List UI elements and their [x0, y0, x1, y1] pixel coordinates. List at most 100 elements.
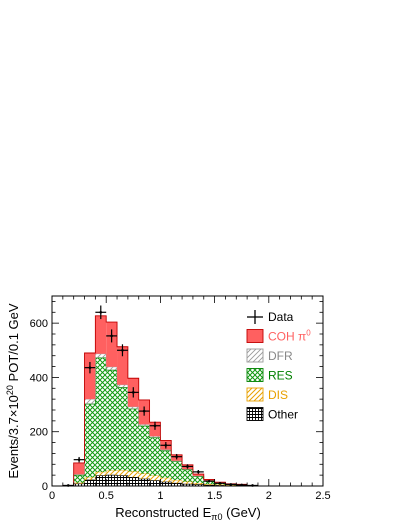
bar-res-bin-3	[95, 357, 107, 472]
bar-other-bin-11	[182, 484, 193, 486]
bar-dis-bin-8	[149, 475, 161, 481]
plot-frame	[51, 295, 324, 487]
x-tick-label: 0.5	[99, 490, 114, 502]
bar-dis-bin-2	[84, 477, 96, 481]
bar-res-bin-13	[203, 480, 215, 485]
y-tick-label: 600	[30, 318, 48, 330]
bar-coh-0-bin-5	[117, 346, 128, 385]
bar-other-bin-1	[73, 483, 85, 486]
bar-res-bin-2	[84, 404, 96, 478]
bar-coh-0-bin-2	[84, 353, 96, 400]
bar-dis-bin-1	[73, 482, 85, 484]
data-point-8	[149, 421, 161, 430]
bar-dis-bin-9	[160, 477, 172, 482]
bar-other-bin-6	[127, 477, 139, 486]
legend-entry-coh: COH π0	[246, 329, 311, 344]
bar-res-bin-11	[182, 469, 193, 482]
bar-other-bin-7	[138, 478, 150, 486]
bar-dfr-bin-4	[106, 366, 118, 371]
legend-label: Data	[268, 310, 294, 324]
bar-other-bin-12	[192, 484, 204, 486]
bar-dis-bin-12	[192, 483, 204, 485]
x-axis-title: Reconstructed Eπ0 (GeV)	[115, 505, 261, 522]
data-point-14	[214, 481, 226, 485]
bar-res-bin-12	[192, 476, 204, 484]
data-point-4	[106, 329, 118, 343]
data-point-9	[160, 442, 172, 449]
bar-res-bin-10	[171, 461, 183, 481]
x-tick-label: 1.5	[207, 490, 222, 502]
x-tick-label: 1	[157, 490, 163, 502]
bar-coh-0-bin-3	[95, 315, 107, 354]
y-tick-label: 0	[42, 481, 48, 493]
bar-res-bin-6	[127, 408, 139, 472]
bar-dis-bin-7	[138, 473, 150, 479]
bar-res-bin-1	[73, 475, 85, 483]
y-tick-label: 200	[30, 427, 48, 439]
bar-dis-bin-14	[214, 484, 226, 486]
bar-dis-bin-13	[203, 484, 215, 486]
data-point-3	[95, 305, 107, 320]
bar-dfr-bin-6	[127, 406, 139, 409]
bar-res-bin-8	[149, 437, 161, 476]
chart-legend: Data COH π0 DFR RES DIS Other	[246, 310, 311, 422]
bar-res-bin-9	[160, 450, 172, 478]
legend-label: RES	[268, 369, 293, 383]
bar-other-bin-5	[117, 475, 128, 486]
bar-other-bin-3	[95, 475, 107, 486]
bar-dfr-bin-9	[160, 449, 172, 451]
bar-dfr-bin-8	[149, 436, 161, 438]
bar-dis-bin-10	[171, 480, 183, 484]
legend-entry-res: RES	[246, 368, 293, 383]
bar-other-bin-2	[84, 480, 96, 486]
data-point-7	[138, 406, 150, 416]
bar-dfr-bin-5	[117, 384, 128, 388]
data-point-13	[203, 479, 215, 483]
data-point-1	[73, 456, 85, 463]
bar-other-bin-8	[149, 480, 161, 486]
y-axis-title: Events/3.7×1020 POT/0.1 GeV	[5, 303, 21, 478]
bar-other-bin-10	[171, 483, 183, 486]
bar-dfr-bin-1	[73, 474, 85, 476]
data-point-10	[171, 453, 183, 460]
bar-dis-bin-5	[117, 470, 128, 476]
x-tick-label: 0	[49, 490, 55, 502]
bar-dfr-bin-7	[138, 424, 150, 427]
bar-dis-bin-11	[182, 481, 193, 485]
bar-dis-bin-3	[95, 471, 107, 476]
bar-other-bin-9	[160, 481, 172, 486]
data-point-2	[84, 361, 96, 374]
legend-label: DFR	[268, 349, 293, 363]
legend-label: Other	[268, 408, 298, 422]
x-tick-label: 2	[266, 490, 272, 502]
bar-coh-0-bin-4	[106, 322, 118, 367]
legend-entry-other: Other	[246, 407, 298, 422]
stacked-histogram	[62, 315, 269, 487]
bar-dfr-bin-3	[95, 353, 107, 358]
bar-other-bin-4	[106, 475, 118, 486]
y-tick-label: 400	[30, 372, 48, 384]
bar-dfr-bin-2	[84, 399, 96, 405]
data-point-5	[117, 344, 128, 357]
bar-res-bin-5	[117, 387, 128, 471]
bar-dfr-bin-10	[171, 460, 183, 462]
data-point-6	[127, 387, 139, 398]
bar-coh-0-bin-1	[73, 462, 85, 475]
bar-dis-bin-4	[106, 470, 118, 476]
legend-entry-dis: DIS	[246, 387, 288, 402]
legend-label: DIS	[268, 388, 288, 402]
bar-coh-0-bin-12	[192, 474, 204, 476]
legend-entry-dfr: DFR	[246, 348, 293, 363]
bar-res-bin-7	[138, 426, 150, 474]
x-tick-label: 2.5	[315, 490, 330, 502]
data-point-12	[192, 469, 204, 474]
data-point-15	[225, 483, 237, 486]
bar-dis-bin-6	[127, 471, 139, 478]
legend-label: COH π0	[268, 329, 311, 344]
axis-ticks: 0 0.5 1 1.5 2 2.5 0 200 400 600	[30, 296, 331, 502]
bar-res-bin-4	[106, 370, 118, 471]
legend-entry-data: Data	[247, 310, 294, 324]
data-point-11	[182, 464, 193, 469]
data-points	[62, 305, 258, 487]
